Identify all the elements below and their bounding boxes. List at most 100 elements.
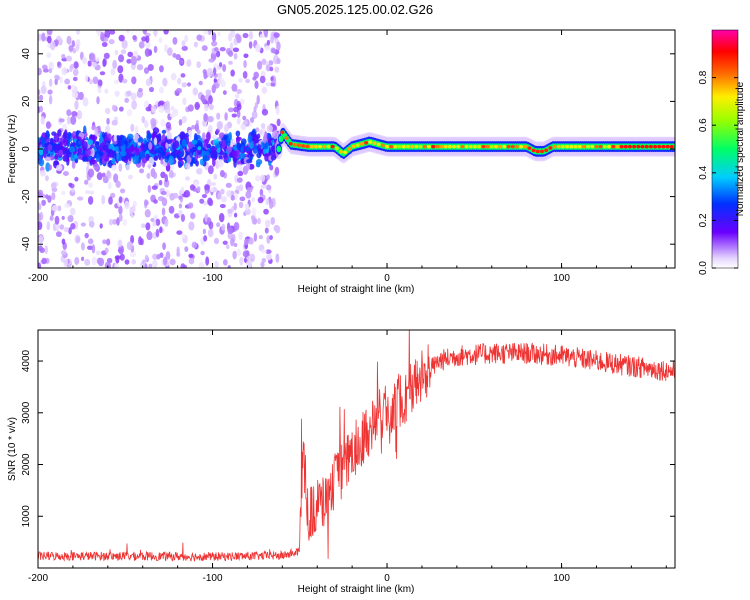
spectrogram-cell	[42, 152, 47, 157]
spectrogram-peak	[665, 144, 670, 149]
spectrogram-cell	[194, 101, 200, 111]
spectrogram-cell	[232, 250, 237, 260]
spectrogram-cell	[128, 153, 132, 162]
spectrogram-cell	[39, 247, 45, 254]
spectrogram-cell	[181, 233, 186, 239]
spectrogram-peak	[468, 144, 473, 149]
spectrogram-peak	[334, 146, 339, 151]
spectrogram-cell	[71, 111, 78, 117]
spectrogram-cell	[260, 261, 265, 268]
spectrogram-cell	[276, 118, 281, 127]
spectrogram-cell	[213, 173, 218, 180]
spectrogram-cell	[120, 49, 127, 55]
spectrogram-y-tick-label: 0	[21, 146, 32, 152]
spectrogram-cell	[145, 106, 151, 112]
spectrogram-peak	[447, 144, 452, 149]
spectrogram-cell	[65, 55, 72, 62]
spectrogram-cell	[109, 30, 116, 35]
spectrogram-cell	[87, 60, 92, 67]
spectrogram-cell	[153, 30, 158, 37]
spectrogram-cell	[213, 78, 217, 83]
spectrogram-cell	[248, 237, 254, 245]
spectrogram-cell	[116, 217, 120, 226]
snr-xlabel: Height of straight line (km)	[298, 584, 415, 595]
spectrogram-cell	[92, 76, 99, 85]
spectrogram-peak	[376, 142, 381, 147]
spectrogram-cell	[178, 203, 183, 209]
spectrogram-cell	[41, 64, 48, 70]
spectrogram-peak	[653, 144, 658, 149]
spectrogram-cell	[174, 140, 179, 149]
spectrogram-peak	[309, 144, 314, 149]
spectrogram-cell	[75, 139, 82, 148]
spectrogram-cell	[67, 214, 74, 223]
spectrogram-peak	[359, 142, 364, 146]
spectrogram-cell	[100, 31, 105, 38]
spectrogram-cell	[147, 63, 154, 71]
spectrogram-cell	[208, 221, 214, 230]
spectrogram-cell	[245, 78, 251, 84]
spectrogram-cell	[270, 155, 277, 161]
spectrogram-cell	[215, 128, 220, 134]
spectrogram-cell	[118, 106, 124, 112]
spectrogram-cell	[221, 223, 226, 231]
spectrogram-cell	[222, 64, 227, 72]
spectrogram-cell	[215, 50, 221, 58]
spectrogram-cell	[84, 179, 89, 185]
spectrogram-cell	[257, 217, 261, 225]
spectrogram-cell	[67, 85, 72, 90]
spectrogram-cell	[89, 158, 96, 165]
spectrogram-cell	[268, 160, 272, 167]
spectrogram-cell	[144, 254, 149, 261]
spectrogram-cell	[228, 131, 232, 141]
spectrogram-cell	[196, 61, 201, 69]
spectrogram-cell	[67, 131, 72, 137]
spectrogram-cell	[256, 60, 263, 70]
spectrogram-cell	[38, 203, 42, 211]
spectrogram-peak	[338, 149, 343, 154]
spectrogram-cell	[170, 105, 175, 111]
spectrogram-cell	[264, 45, 271, 51]
spectrogram-peak	[305, 144, 310, 149]
spectrogram-cell	[252, 146, 258, 154]
spectrogram-cell	[231, 83, 238, 92]
spectrogram-cell	[108, 196, 113, 205]
spectrogram-cell	[91, 125, 97, 131]
spectrogram-cell	[46, 30, 53, 35]
spectrogram-cell	[130, 123, 135, 132]
spectrogram-cell	[130, 92, 137, 101]
spectrogram-peak	[502, 144, 507, 149]
spectrogram-cell	[230, 69, 235, 77]
spectrogram-cell	[211, 151, 218, 161]
spectrogram-cell	[74, 100, 79, 110]
spectrogram-cell	[102, 239, 107, 245]
spectrogram-cell	[236, 89, 242, 94]
spectrogram-cell	[227, 50, 234, 57]
spectrogram-peak	[648, 144, 653, 149]
spectrogram-y-tick-label: -40	[21, 237, 32, 252]
colorbar-label: Normalized spectral amplitude	[735, 81, 746, 216]
spectrogram-cell	[104, 88, 109, 94]
spectrogram-cell	[243, 60, 247, 68]
snr-x-tick-label: -200	[28, 573, 48, 584]
spectrogram-cell	[108, 143, 114, 151]
spectrogram-cell	[231, 113, 238, 118]
spectrogram-cell	[191, 139, 198, 145]
spectrogram-cell	[118, 34, 125, 42]
spectrogram-cell	[163, 256, 168, 266]
spectrogram-cell	[84, 232, 89, 239]
spectrogram-cell	[196, 141, 203, 149]
spectrogram-peak	[364, 141, 369, 145]
spectrogram-cell	[70, 115, 77, 125]
spectrogram-cell	[221, 196, 227, 203]
spectrogram-cell	[63, 258, 69, 267]
spectrogram-peak	[292, 142, 297, 147]
spectrogram-cell	[61, 54, 66, 59]
spectrogram-cell	[117, 248, 123, 253]
spectrogram-peak	[347, 147, 352, 151]
spectrogram-cell	[73, 61, 79, 69]
spectrogram-peak	[523, 144, 528, 149]
spectrogram-x-tick-label: -100	[203, 273, 223, 284]
spectrogram-ridge	[278, 135, 284, 143]
spectrogram-cell	[198, 80, 203, 86]
